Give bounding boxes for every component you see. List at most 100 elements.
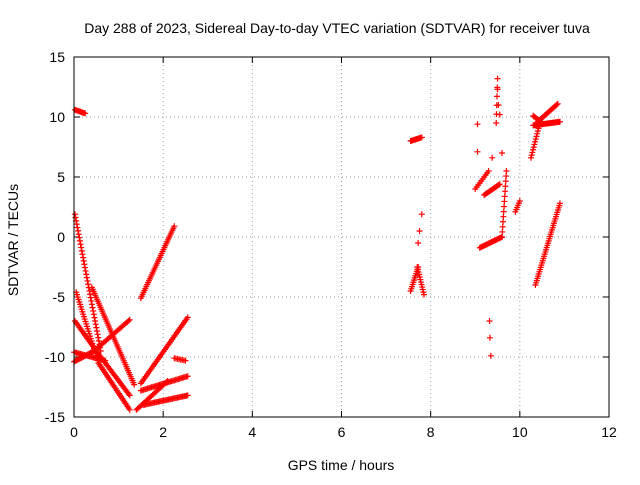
y-tick-label: -10 <box>45 349 65 365</box>
x-tick-label: 10 <box>512 424 528 440</box>
x-tick-label: 0 <box>70 424 78 440</box>
data-point <box>73 221 80 228</box>
data-point <box>489 154 496 161</box>
x-tick-label: 6 <box>338 424 346 440</box>
y-axis-label: SDTVAR / TECUs <box>5 184 21 296</box>
data-point <box>80 257 87 264</box>
data-point <box>131 381 138 388</box>
data-point <box>499 234 505 240</box>
y-tick-label: 10 <box>49 109 65 125</box>
data-point <box>82 267 89 274</box>
x-tick-label: 4 <box>248 424 256 440</box>
data-point <box>78 247 85 254</box>
data-point <box>75 227 82 234</box>
data-point <box>95 334 102 341</box>
data-point <box>501 193 508 200</box>
data-point <box>85 281 92 288</box>
chart-title: Day 288 of 2023, Sidereal Day-to-day VTE… <box>84 20 590 36</box>
data-point <box>494 93 501 100</box>
data-point <box>82 110 89 117</box>
data-point <box>126 316 133 323</box>
data-point <box>539 120 546 126</box>
data-point <box>474 121 481 128</box>
data-point <box>76 237 83 244</box>
x-tick-label: 8 <box>427 424 435 440</box>
data-point <box>538 119 545 126</box>
data-point <box>171 223 178 230</box>
data-point <box>89 304 96 311</box>
data-point <box>500 208 507 215</box>
y-tick-label: 5 <box>57 169 65 185</box>
data-point <box>494 86 501 93</box>
data-point <box>556 118 563 125</box>
data-point <box>83 271 90 278</box>
data-point <box>503 173 510 180</box>
data-point <box>493 120 500 126</box>
tick-label-layer: 0 2 4 6 8 10 12 -15 -10 -5 0 5 10 15 <box>45 49 617 440</box>
data-point <box>71 211 78 218</box>
y-tick-label: -15 <box>45 409 65 425</box>
data-point <box>534 128 541 135</box>
data-point <box>553 101 560 108</box>
data-point <box>79 251 86 258</box>
data-point <box>529 149 536 156</box>
data-point <box>495 102 502 108</box>
data-point <box>94 331 101 338</box>
data-point <box>76 234 83 241</box>
data-point <box>556 200 563 207</box>
data-point <box>88 301 95 308</box>
data-point <box>90 311 97 318</box>
data-point <box>415 240 422 246</box>
data-point <box>499 228 506 235</box>
x-tick-label: 2 <box>159 424 167 440</box>
data-point <box>487 352 494 359</box>
data-point <box>501 198 508 205</box>
data-point <box>90 307 97 314</box>
data-point <box>534 130 541 137</box>
data-point <box>486 334 493 341</box>
data-point <box>75 231 82 238</box>
x-tick-label: 12 <box>601 424 617 440</box>
data-point <box>420 291 427 298</box>
data-point <box>500 218 507 225</box>
x-axis-label: GPS time / hours <box>288 457 395 473</box>
data-point <box>80 254 87 261</box>
data-point <box>500 213 507 220</box>
data-point <box>77 241 84 248</box>
plot-frame <box>73 56 610 418</box>
data-point <box>84 277 91 284</box>
data-point <box>182 357 189 364</box>
y-tick-label: -5 <box>53 289 66 305</box>
data-point <box>92 321 99 328</box>
data-point <box>501 203 508 210</box>
data-point <box>416 228 423 234</box>
data-point <box>81 264 88 271</box>
data-point <box>499 150 505 156</box>
data-point <box>516 198 523 204</box>
data-point <box>495 181 502 188</box>
data-point <box>532 138 539 145</box>
data-point <box>126 392 133 399</box>
data-point <box>92 317 99 324</box>
data-point <box>93 324 100 331</box>
data-point <box>184 314 191 321</box>
data-point <box>527 154 534 161</box>
data-point <box>474 148 481 155</box>
data-point <box>496 181 503 188</box>
data-point <box>418 211 425 218</box>
data-point <box>530 146 537 153</box>
grid-layer <box>74 57 609 417</box>
data-point <box>494 75 501 82</box>
data-point <box>531 141 538 148</box>
data-point <box>532 136 539 143</box>
data-point <box>93 327 100 334</box>
data-point <box>486 318 493 324</box>
data-point <box>184 392 191 399</box>
data-point <box>184 373 191 380</box>
data-point <box>528 152 535 159</box>
data-point <box>503 168 510 174</box>
data-point <box>418 134 425 141</box>
points-layer <box>71 75 563 413</box>
